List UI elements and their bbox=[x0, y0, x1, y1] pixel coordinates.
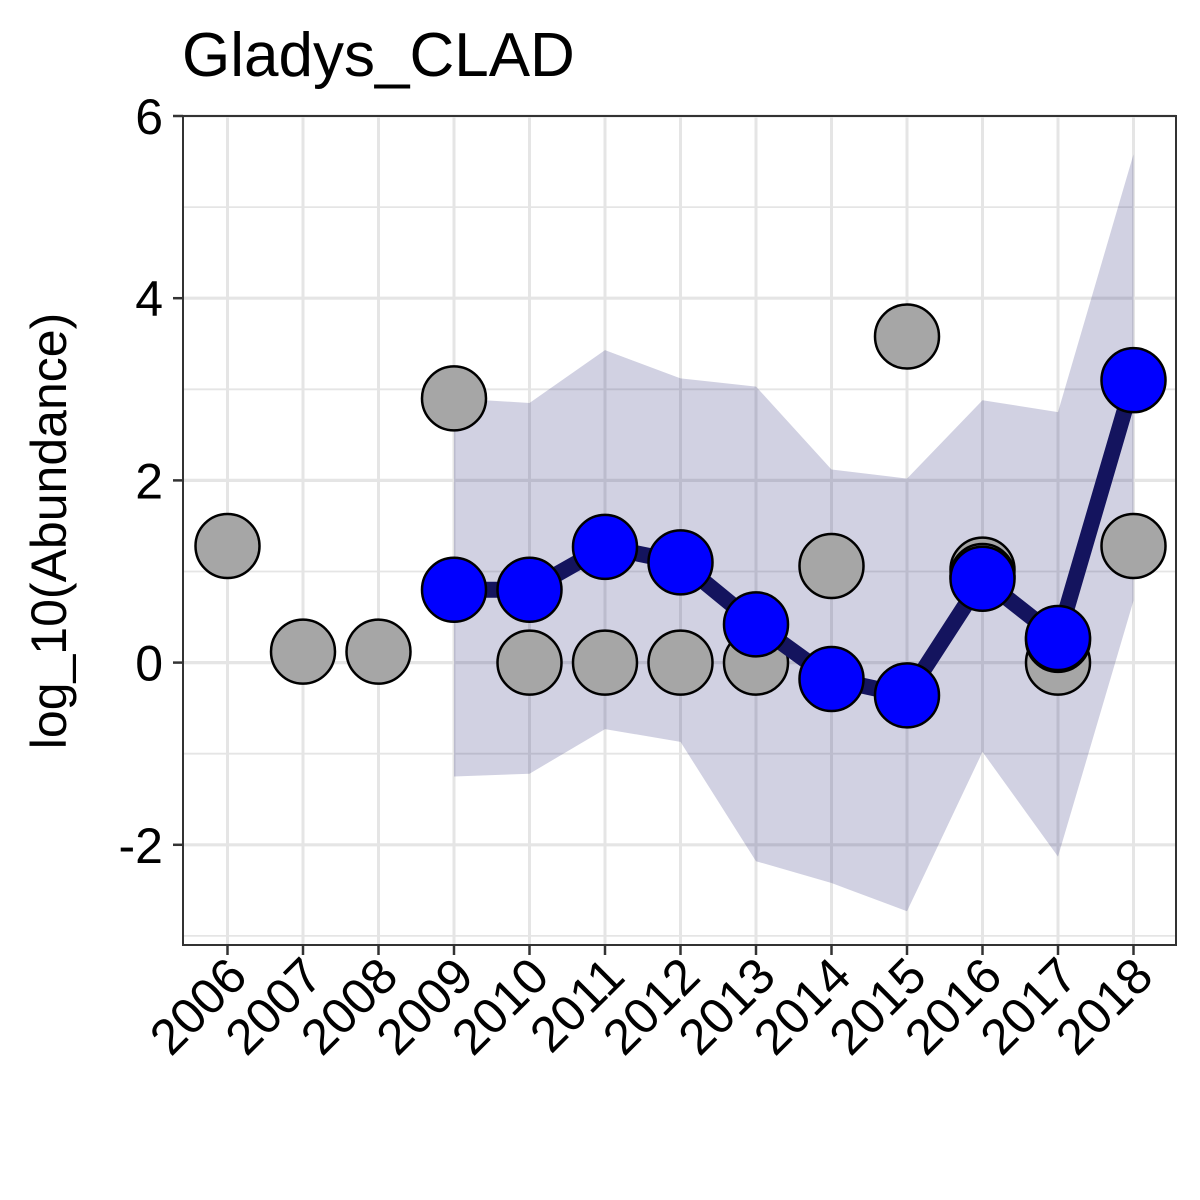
observed-point bbox=[420, 365, 488, 432]
estimate-point bbox=[873, 662, 941, 729]
estimate-point bbox=[722, 591, 790, 658]
observed-point bbox=[873, 303, 941, 370]
observed-point bbox=[571, 629, 639, 696]
estimate-point bbox=[647, 529, 714, 596]
observed-point bbox=[269, 618, 337, 685]
estimate-point bbox=[1100, 346, 1167, 414]
estimate-line bbox=[446, 372, 1142, 704]
observed-point bbox=[194, 512, 261, 580]
estimate-point bbox=[798, 645, 865, 713]
observed-point bbox=[345, 618, 412, 685]
estimate-point bbox=[420, 556, 488, 623]
y-tick-label: 6 bbox=[135, 89, 163, 145]
estimate-line-layer bbox=[446, 372, 1142, 704]
estimate-point bbox=[571, 513, 639, 581]
ribbon-area bbox=[454, 154, 1134, 912]
estimate-point bbox=[496, 556, 563, 623]
y-tick-label: 0 bbox=[135, 636, 163, 692]
y-tick-label: -2 bbox=[119, 818, 163, 874]
observed-point bbox=[1100, 512, 1167, 580]
estimate-points bbox=[420, 346, 1167, 729]
confidence-ribbon bbox=[454, 154, 1134, 912]
observed-point bbox=[798, 532, 865, 600]
y-tick-label: 4 bbox=[135, 271, 163, 327]
y-axis-label: log_10(Abundance) bbox=[21, 313, 77, 749]
y-tick-label: 2 bbox=[135, 453, 163, 509]
chart-title: Gladys_CLAD bbox=[182, 21, 575, 90]
observed-point bbox=[496, 629, 563, 696]
estimate-point bbox=[1024, 604, 1092, 672]
estimate-point bbox=[949, 545, 1016, 613]
observed-point bbox=[647, 629, 714, 696]
